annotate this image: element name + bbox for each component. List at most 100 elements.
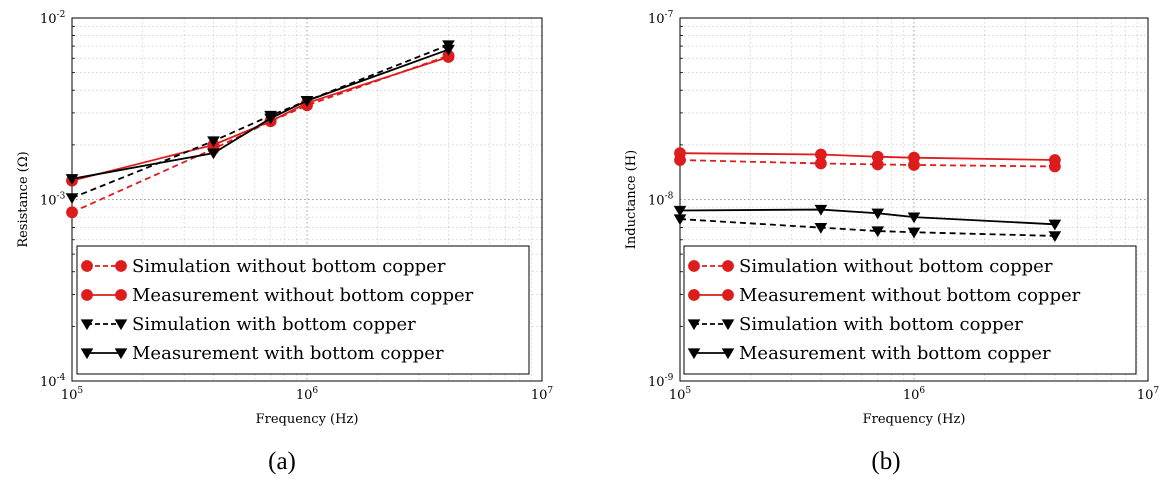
legend-entry: Simulation with bottom copper	[687, 314, 1023, 335]
series-line	[679, 159, 1055, 168]
legend-entry: Simulation without bottom copper	[688, 256, 1053, 277]
legend-marker	[721, 348, 735, 360]
y-tick-label: 10-9	[648, 373, 674, 390]
y-tick-label: 10-2	[40, 10, 65, 27]
y-tick-base: 10	[648, 375, 665, 390]
y-axis-label: Inductance (H)	[624, 150, 639, 249]
legend-entry: Simulation without bottom copper	[81, 256, 446, 277]
y-tick-exponent: -8	[665, 192, 674, 202]
x-tick-base: 10	[61, 388, 78, 403]
x-tick-exponent: 5	[685, 386, 691, 396]
x-tick-base: 10	[669, 388, 686, 403]
series-1	[66, 49, 455, 219]
legend-label: Simulation without bottom copper	[739, 256, 1053, 277]
legend-marker	[688, 260, 700, 272]
data-point	[673, 205, 687, 217]
legend-label: Measurement without bottom copper	[132, 285, 474, 306]
legend-marker	[688, 289, 700, 301]
series-2	[674, 147, 1061, 166]
series-line	[71, 48, 449, 180]
data-point	[871, 226, 885, 238]
x-tick-exponent: 6	[312, 386, 318, 396]
x-tick-label: 106	[903, 386, 926, 403]
legend-marker	[721, 319, 735, 331]
legend-box	[76, 245, 530, 375]
data-point	[1048, 154, 1061, 166]
y-tick-base: 10	[40, 375, 57, 390]
data-point	[264, 113, 277, 125]
legend-marker	[81, 289, 93, 301]
legend-marker	[687, 319, 701, 331]
data-point	[814, 148, 827, 161]
x-tick-exponent: 5	[77, 386, 83, 396]
panel-caption: (a)	[268, 448, 296, 475]
x-tick-exponent: 7	[547, 386, 553, 396]
y-tick-base: 10	[648, 12, 665, 27]
series-3	[65, 40, 455, 205]
y-tick-label: 10-4	[40, 373, 66, 390]
x-tick-base: 10	[1137, 388, 1154, 403]
y-tick-exponent: -9	[665, 373, 674, 383]
x-tick-base: 10	[903, 388, 920, 403]
data-point	[1048, 231, 1062, 243]
panel-caption: (b)	[871, 448, 900, 475]
legend-label: Measurement with bottom copper	[132, 343, 444, 364]
legend-label: Measurement with bottom copper	[739, 343, 1051, 364]
legend-marker	[114, 348, 128, 360]
x-tick-label: 105	[61, 386, 84, 403]
y-tick-label: 10-3	[40, 192, 66, 209]
y-axis-label: Resistance (Ω)	[16, 151, 31, 247]
plot-frame	[679, 17, 1149, 382]
legend-entry: Measurement with bottom copper	[80, 343, 444, 364]
grid	[680, 18, 1148, 381]
series-line	[679, 152, 1055, 161]
legend-label: Simulation without bottom copper	[132, 256, 446, 277]
legend-entry: Measurement without bottom copper	[688, 285, 1081, 306]
y-tick-exponent: -4	[57, 373, 66, 383]
x-tick-exponent: 6	[919, 386, 925, 396]
series-3	[673, 214, 1062, 243]
data-point	[674, 147, 686, 160]
legend-marker	[80, 348, 94, 360]
series-line	[71, 44, 449, 199]
x-tick-label: 105	[669, 386, 692, 403]
x-tick-label: 107	[1137, 386, 1160, 403]
data-point	[907, 227, 921, 239]
legend-label: Simulation with bottom copper	[132, 314, 416, 335]
legend-label: Measurement without bottom copper	[739, 285, 1081, 306]
y-tick-label: 10-8	[648, 192, 674, 209]
legend-entry: Measurement with bottom copper	[687, 343, 1051, 364]
y-tick-base: 10	[40, 12, 57, 27]
x-tick-base: 10	[531, 388, 548, 403]
legend-box	[683, 245, 1137, 375]
legend-label: Simulation with bottom copper	[739, 314, 1023, 335]
x-axis-label: Frequency (Hz)	[256, 412, 359, 427]
data-point	[66, 206, 78, 219]
data-point	[907, 212, 921, 224]
data-point	[871, 150, 884, 163]
x-tick-exponent: 7	[1153, 386, 1159, 396]
data-point	[65, 193, 79, 205]
legend: Simulation without bottom copper Measurem…	[76, 245, 530, 375]
legend: Simulation without bottom copper Measurem…	[683, 245, 1137, 375]
series-line	[679, 218, 1055, 237]
y-tick-label: 10-7	[648, 10, 674, 27]
data-point	[908, 151, 920, 164]
legend-marker	[115, 289, 127, 301]
data-point	[814, 204, 828, 216]
y-tick-base: 10	[648, 194, 665, 209]
data-point	[442, 44, 455, 56]
data-point	[65, 174, 79, 185]
legend-marker	[687, 348, 701, 360]
y-tick-exponent: -7	[665, 10, 674, 20]
x-axis-label: Frequency (Hz)	[863, 412, 966, 427]
legend-entry: Simulation with bottom copper	[80, 314, 416, 335]
legend-marker	[80, 319, 94, 331]
x-tick-base: 10	[296, 388, 313, 403]
legend-entry: Measurement without bottom copper	[81, 285, 474, 306]
grid	[72, 18, 542, 381]
x-tick-label: 106	[296, 386, 319, 403]
series-4	[65, 44, 455, 185]
data-point	[207, 136, 220, 148]
data-point	[814, 222, 828, 234]
